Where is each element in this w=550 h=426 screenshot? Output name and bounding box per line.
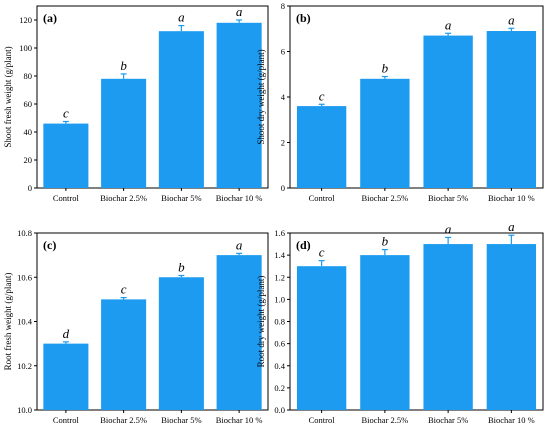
category-label: Biochar 10 % [488, 415, 535, 425]
significance-letter: a [508, 12, 515, 27]
category-label: Biochar 10 % [216, 415, 263, 425]
bar [158, 31, 204, 189]
significance-letter: c [319, 88, 325, 103]
y-tick-label: 6 [281, 47, 285, 57]
y-tick-label: 8 [281, 1, 285, 11]
y-tick-label: 0.2 [274, 383, 285, 393]
y-tick-label: 0.8 [274, 317, 285, 327]
y-tick-label: 0.4 [274, 361, 285, 371]
chart-panel-1: (a) 0 20 40 60 80 100 120 Shoot fresh weight (g/… [3, 4, 269, 203]
category-label: Control [53, 193, 80, 203]
y-tick-label: 10.8 [17, 228, 32, 238]
significance-letter: b [178, 259, 185, 274]
significance-letter: a [236, 4, 243, 19]
y-tick-label: 1.0 [274, 294, 285, 304]
category-label: Biochar 2.5% [100, 193, 147, 203]
category-label: Biochar 5% [161, 193, 201, 203]
chart-panel-4: (d) 0.0 0.2 0.4 0.6 0.8 1.0 1.2 1.4 1.6 Root dry w… [256, 219, 544, 425]
significance-letter: a [508, 219, 515, 234]
bar [296, 106, 347, 188]
bar [486, 31, 537, 189]
panel-label: (b) [296, 11, 311, 25]
bar [360, 255, 410, 410]
significance-letter: b [382, 61, 389, 76]
significance-letter: c [63, 106, 69, 121]
y-tick-label: 0.0 [274, 405, 285, 415]
y-tick-label: 4 [281, 92, 286, 102]
significance-letter: b [382, 234, 389, 249]
category-label: Biochar 2.5% [100, 415, 147, 425]
significance-letter: a [445, 221, 452, 236]
y-tick-label: 1.2 [274, 272, 285, 282]
significance-letter: d [63, 326, 70, 341]
y-tick-label: 1.6 [274, 228, 285, 238]
y-tick-label: 40 [24, 127, 33, 137]
category-label: Biochar 10 % [488, 193, 535, 203]
bar [43, 123, 89, 188]
y-tick-label: 80 [24, 71, 33, 81]
y-tick-label: 10.6 [17, 272, 32, 282]
significance-letter: a [236, 237, 243, 252]
y-tick-label: 10.0 [17, 405, 32, 415]
y-tick-label: 120 [19, 15, 32, 25]
y-axis-title: Shoot fresh weight (g/plant) [3, 46, 13, 147]
category-label: Biochar 2.5% [362, 193, 409, 203]
bar [423, 244, 473, 410]
y-tick-label: 10.2 [17, 361, 32, 371]
category-label: Biochar 5% [161, 415, 201, 425]
bar [158, 277, 204, 410]
bar [101, 78, 147, 188]
category-label: Biochar 5% [428, 193, 468, 203]
category-label: Control [309, 193, 336, 203]
plot-frame [36, 5, 269, 189]
y-tick-label: 60 [24, 99, 33, 109]
chart-panel-3: (c) 10.0 10.2 10.4 10.6 10.8 Root fresh weight… [3, 228, 269, 425]
y-tick-label: 100 [19, 43, 32, 53]
y-tick-label: 0 [28, 183, 32, 193]
panel-label: (a) [43, 11, 57, 25]
category-label: Biochar 5% [428, 415, 468, 425]
significance-letter: c [121, 282, 127, 297]
bar [360, 78, 410, 188]
y-tick-label: 0.6 [274, 339, 285, 349]
category-label: Biochar 10 % [216, 193, 263, 203]
y-axis-title: Root dry weight (g/plant) [256, 276, 266, 368]
y-axis-title: Shoot dry weight (g/plant) [256, 49, 266, 144]
y-tick-label: 1.4 [274, 250, 285, 260]
y-axis-title: Root fresh weight (g/plant) [3, 273, 13, 371]
category-label: Control [53, 415, 80, 425]
bar [216, 255, 262, 410]
y-tick-label: 10.4 [17, 317, 33, 327]
category-label: Control [309, 415, 336, 425]
bar [43, 343, 89, 410]
panel-label: (d) [296, 238, 311, 252]
bar [296, 266, 347, 410]
significance-letter: a [178, 10, 185, 25]
bar [216, 22, 262, 188]
bar [486, 244, 537, 410]
panel-label: (c) [43, 238, 56, 252]
y-tick-label: 0 [281, 183, 285, 193]
bar [423, 35, 473, 189]
y-tick-label: 20 [24, 155, 33, 165]
significance-letter: a [445, 17, 452, 32]
significance-letter: b [120, 58, 127, 73]
chart-panel-2: (b) 0 2 4 6 8 Shoot dry weight (g/plant) c Contr… [256, 1, 544, 203]
y-tick-label: 2 [281, 138, 285, 148]
category-label: Biochar 2.5% [362, 415, 409, 425]
significance-letter: c [319, 245, 325, 260]
bar [101, 299, 147, 410]
